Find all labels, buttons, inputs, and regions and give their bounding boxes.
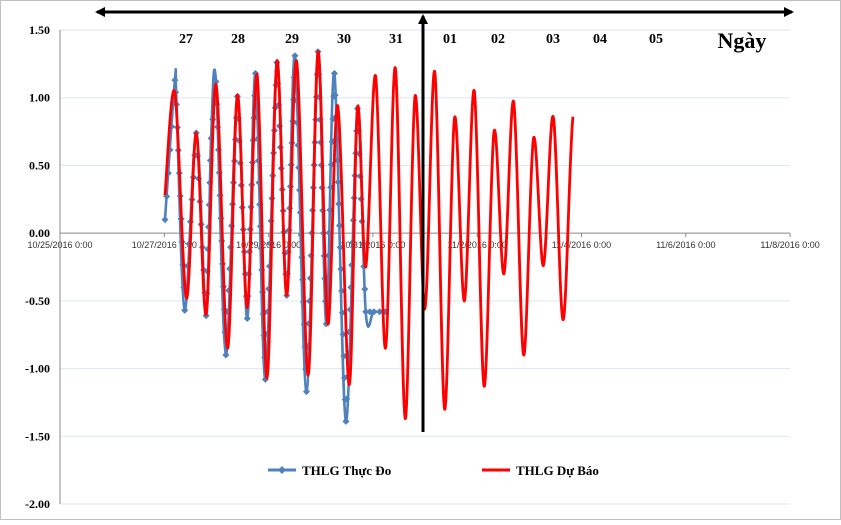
- day-label: 05: [649, 32, 663, 47]
- data-point-observed: [366, 308, 374, 316]
- data-point-observed: [343, 395, 351, 403]
- data-point-observed: [181, 306, 189, 314]
- x-tick-label: 11/8/2016 0:00: [760, 240, 819, 250]
- data-point-observed: [222, 351, 230, 359]
- data-point-observed: [336, 243, 344, 251]
- data-point-observed: [212, 77, 220, 85]
- y-tick-label: 0.50: [29, 158, 50, 172]
- data-point-observed: [342, 417, 350, 425]
- data-point-observed: [335, 222, 343, 230]
- data-point-observed: [337, 265, 345, 273]
- data-point-observed: [376, 308, 384, 316]
- x-axis-title: Ngày: [718, 28, 767, 53]
- data-point-observed: [334, 178, 342, 186]
- day-label: 31: [389, 32, 403, 47]
- data-point-observed: [370, 308, 378, 316]
- y-tick-label: -2.00: [25, 497, 50, 511]
- annotation-arrows: [95, 7, 794, 432]
- day-label: 01: [443, 32, 457, 47]
- x-tick-label: 11/6/2016 0:00: [656, 240, 715, 250]
- data-point-observed: [291, 52, 299, 60]
- y-tick-label: 0.00: [29, 226, 50, 240]
- data-point-observed: [361, 285, 369, 293]
- x-tick-label: 11/4/2016 0:00: [552, 240, 611, 250]
- y-tick-label: 1.00: [29, 91, 50, 105]
- data-point-observed: [330, 69, 338, 77]
- day-label: 04: [593, 32, 607, 47]
- y-tick-label: -1.50: [25, 429, 50, 443]
- data-point-observed: [335, 200, 343, 208]
- y-tick-label: -1.00: [25, 362, 50, 376]
- y-tick-labels: 1.50 1.00 0.50 0.00 -0.50 -1.00 -1.50 -2.00: [25, 23, 50, 511]
- y-tick-label: -0.50: [25, 294, 50, 308]
- data-point-observed: [302, 388, 310, 396]
- data-point-observed: [331, 91, 339, 99]
- day-label: 29: [285, 32, 299, 47]
- data-point-observed: [171, 76, 179, 84]
- legend-marker-observed: [278, 466, 286, 474]
- y-tick-label: 1.50: [29, 23, 50, 37]
- day-label: 28: [231, 32, 245, 47]
- legend: THLG Thực Đo THLG Dự Báo: [268, 463, 599, 478]
- x-tick-label: 10/27/2016 0:00: [132, 240, 197, 250]
- day-label: 03: [546, 32, 560, 47]
- x-tick-label: 11/2/2016 0:00: [448, 240, 507, 250]
- data-point-observed: [161, 216, 169, 224]
- series: [161, 48, 575, 425]
- day-label: 02: [491, 32, 505, 47]
- data-point-observed: [362, 308, 370, 316]
- day-label: 30: [337, 32, 351, 47]
- x-tick-label: 10/31/2016 0:00: [340, 240, 405, 250]
- data-point-observed: [243, 314, 251, 322]
- day-labels: 27 28 29 30 31 01 02 03 04 05: [179, 32, 663, 47]
- x-tick-label: 10/25/2016 0:00: [27, 240, 92, 250]
- day-label: 27: [179, 32, 193, 47]
- legend-label-observed: THLG Thực Đo: [302, 463, 391, 478]
- legend-label-forecast: THLG Dự Báo: [516, 463, 599, 478]
- series-line-forecast: [163, 50, 575, 421]
- data-point-observed: [328, 138, 336, 146]
